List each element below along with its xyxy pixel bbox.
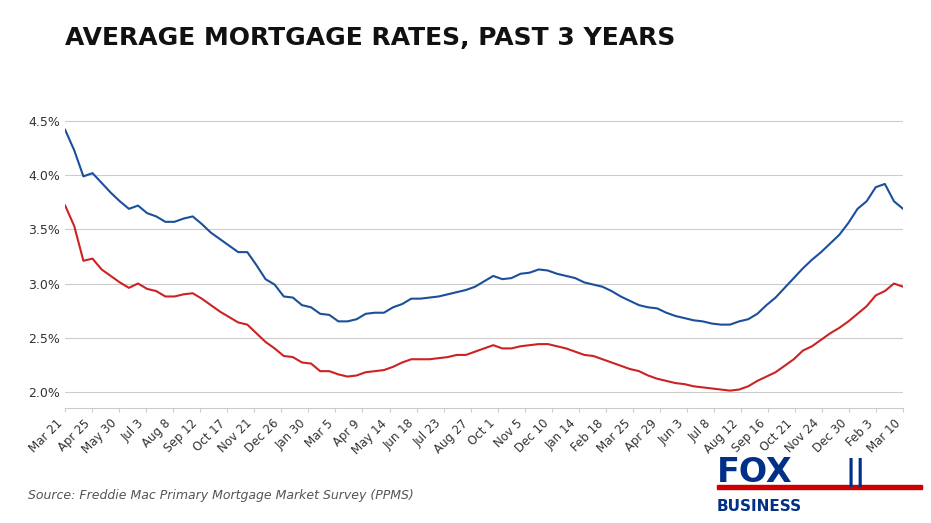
Text: Source: Freddie Mac Primary Mortgage Market Survey (PPMS): Source: Freddie Mac Primary Mortgage Mar… — [28, 489, 413, 502]
Bar — [717, 484, 922, 489]
Text: FOX: FOX — [717, 456, 792, 489]
Text: AVERAGE MORTGAGE RATES, PAST 3 YEARS: AVERAGE MORTGAGE RATES, PAST 3 YEARS — [65, 26, 676, 50]
Text: ||: || — [846, 458, 866, 487]
Text: BUSINESS: BUSINESS — [717, 499, 802, 514]
